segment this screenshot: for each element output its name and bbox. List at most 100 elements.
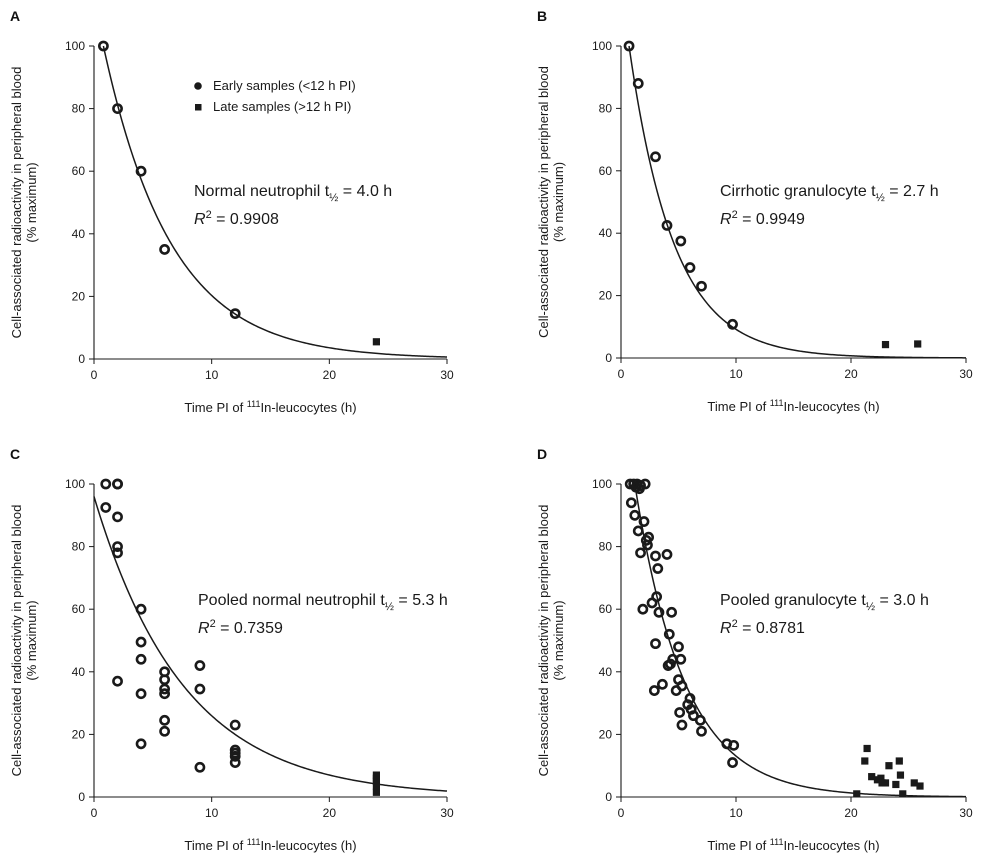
y-tick-label: 80 bbox=[599, 101, 613, 115]
x-axis-title-text: Time PI of bbox=[707, 838, 769, 853]
x-tick-label: 0 bbox=[618, 806, 625, 820]
y-tick-label: 20 bbox=[599, 289, 613, 303]
y-tick-label: 20 bbox=[599, 727, 613, 741]
data-point-early bbox=[159, 725, 170, 737]
panel-letter: A bbox=[10, 8, 20, 24]
data-point-late bbox=[881, 779, 890, 787]
r-squared-value: = 0.8781 bbox=[738, 620, 805, 637]
data-point-early bbox=[696, 280, 707, 292]
halflife-label: Cirrhotic granulocyte t bbox=[720, 183, 876, 200]
data-point-early bbox=[642, 539, 653, 551]
data-point-early bbox=[135, 636, 147, 648]
data-point-late bbox=[899, 790, 907, 798]
y-tick-label: 40 bbox=[72, 227, 86, 241]
data-point-early bbox=[135, 688, 147, 700]
data-point-early bbox=[676, 680, 688, 692]
x-tick-label: 10 bbox=[205, 368, 219, 382]
data-point-early bbox=[135, 653, 147, 665]
x-tick-label: 10 bbox=[729, 367, 743, 381]
x-tick-label: 20 bbox=[323, 806, 337, 820]
data-point-early bbox=[727, 318, 738, 330]
y-axis-title-unit: (% maximum) bbox=[24, 600, 39, 680]
y-tick-label: 100 bbox=[65, 39, 85, 53]
data-point-early bbox=[661, 549, 673, 560]
x-tick-label: 20 bbox=[844, 806, 858, 820]
legend-label: Early samples (<12 h PI) bbox=[213, 78, 356, 93]
legend: Early samples (<12 h PI) Late samples (>1… bbox=[194, 78, 356, 114]
x-axis-title-superscript: 111 bbox=[770, 398, 784, 408]
data-point-early bbox=[629, 509, 641, 521]
y-axis-title: Cell-associated radioactivity in periphe… bbox=[9, 505, 24, 777]
data-point-early bbox=[229, 757, 241, 768]
x-axis-title: Time PI of 111In-leucocytes (h) bbox=[184, 399, 356, 415]
data-point-early bbox=[657, 678, 668, 690]
data-point-late bbox=[861, 757, 869, 765]
r-squared-value: = 0.7359 bbox=[216, 620, 283, 637]
panel-letter: C bbox=[10, 446, 20, 462]
halflife-value: = 2.7 h bbox=[885, 183, 939, 200]
data-point-early bbox=[229, 719, 241, 731]
data-point-early bbox=[638, 516, 650, 527]
r-squared-symbol: R bbox=[194, 211, 206, 228]
r-squared-annotation: R2 = 0.9908 bbox=[194, 209, 279, 228]
y-tick-label: 0 bbox=[78, 352, 85, 366]
r-squared-superscript: 2 bbox=[210, 618, 216, 630]
x-axis-title-superscript: 111 bbox=[247, 837, 261, 847]
y-tick-label: 80 bbox=[599, 540, 613, 554]
data-point-late bbox=[863, 744, 871, 753]
r-squared-symbol: R bbox=[720, 620, 732, 637]
data-point-early bbox=[673, 641, 684, 653]
y-tick-label: 60 bbox=[72, 602, 86, 616]
x-axis-title-text: In-leucocytes (h) bbox=[260, 400, 356, 415]
halflife-value: = 3.0 h bbox=[875, 592, 929, 609]
r-squared-annotation: R2 = 0.8781 bbox=[720, 618, 805, 637]
data-point-early bbox=[728, 739, 740, 751]
data-point-late bbox=[892, 780, 900, 789]
data-point-early bbox=[159, 674, 170, 686]
data-point-early bbox=[229, 750, 241, 762]
data-point-early bbox=[194, 761, 206, 773]
data-point-early bbox=[100, 502, 112, 513]
fit-curve bbox=[93, 496, 448, 792]
legend-label: Late samples (>12 h PI) bbox=[213, 99, 351, 114]
halflife-label: Normal neutrophil t bbox=[194, 183, 330, 200]
x-tick-label: 30 bbox=[440, 806, 454, 820]
data-point-late bbox=[372, 788, 380, 796]
y-tick-label: 0 bbox=[605, 351, 612, 365]
data-point-early bbox=[632, 78, 644, 89]
data-point-early bbox=[694, 714, 706, 726]
data-point-early bbox=[688, 710, 699, 722]
r-squared-value: = 0.9949 bbox=[738, 211, 805, 228]
y-tick-label: 100 bbox=[592, 39, 612, 53]
x-tick-label: 20 bbox=[844, 367, 858, 381]
data-point-early bbox=[112, 541, 123, 552]
data-point-early bbox=[159, 688, 170, 700]
data-point-early bbox=[653, 606, 665, 618]
panel-d: D 0 20 40 60 80 100 0 10 20 30 Time PI of 111In-leu… bbox=[536, 446, 973, 853]
data-point-early bbox=[666, 606, 677, 618]
x-tick-label: 30 bbox=[440, 368, 454, 382]
data-point-early bbox=[663, 628, 675, 640]
data-point-early bbox=[112, 675, 123, 687]
data-point-early bbox=[194, 683, 206, 695]
x-axis-title: Time PI of 111In-leucocytes (h) bbox=[707, 398, 879, 414]
legend-marker-circle bbox=[194, 82, 202, 90]
data-point-early bbox=[623, 40, 635, 52]
data-point-early bbox=[112, 103, 123, 114]
legend-marker-square bbox=[195, 104, 202, 111]
data-point-early bbox=[675, 653, 687, 665]
halflife-annotation: Normal neutrophil t½ = 4.0 h bbox=[194, 183, 392, 204]
r-squared-superscript: 2 bbox=[732, 209, 738, 221]
x-axis-title: Time PI of 111In-leucocytes (h) bbox=[707, 837, 879, 853]
panel-c: C 0 20 40 60 80 100 0 10 20 30 Time PI of 111In-leu… bbox=[9, 446, 454, 853]
data-point-early bbox=[98, 40, 109, 52]
y-tick-label: 20 bbox=[72, 289, 86, 303]
x-axis-title-text: In-leucocytes (h) bbox=[783, 399, 879, 414]
y-axis-title-unit: (% maximum) bbox=[551, 600, 566, 680]
panel-letter: D bbox=[537, 446, 547, 462]
halflife-annotation: Pooled normal neutrophil t½ = 5.3 h bbox=[198, 592, 448, 613]
data-point-early bbox=[696, 725, 707, 737]
y-axis-title: Cell-associated radioactivity in periphe… bbox=[536, 505, 551, 777]
y-tick-label: 40 bbox=[599, 226, 613, 240]
